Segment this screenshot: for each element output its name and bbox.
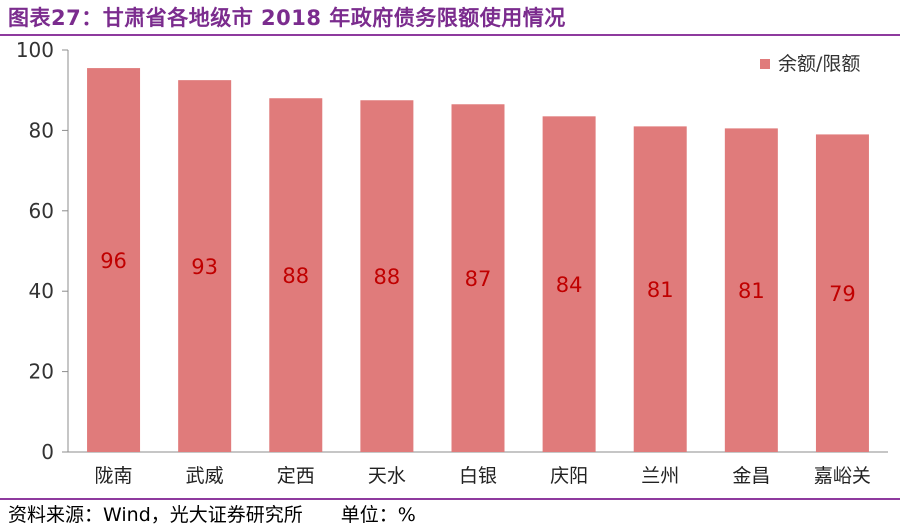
y-tick-label: 100 bbox=[16, 38, 54, 62]
bar-chart: 0 20 40 60 80 100 陇南 武威 定西 天水 白银 庆阳 兰州 金昌 嘉峪关 96 93 88 8… bbox=[16, 38, 888, 487]
x-tick-label: 天水 bbox=[368, 465, 406, 487]
source-text: 资料来源：Wind，光大证券研究所 bbox=[8, 504, 303, 526]
data-label: 88 bbox=[282, 264, 309, 288]
bar bbox=[724, 128, 778, 452]
x-tick-label: 白银 bbox=[459, 465, 497, 487]
y-tick-label: 0 bbox=[41, 440, 54, 464]
data-label: 87 bbox=[465, 267, 492, 291]
x-tick-label: 嘉峪关 bbox=[814, 465, 871, 487]
bar bbox=[815, 134, 869, 453]
chart-title: 图表27：甘肃省各地级市 2018 年政府债务限额使用情况 bbox=[8, 6, 566, 30]
data-label: 79 bbox=[829, 282, 856, 306]
bar bbox=[633, 126, 687, 452]
y-tick-label: 60 bbox=[29, 199, 54, 223]
legend: 余额/限额 bbox=[760, 53, 860, 75]
data-labels: 96 93 88 88 87 84 81 81 79 bbox=[100, 249, 856, 306]
legend-swatch bbox=[760, 59, 770, 69]
x-axis: 陇南 武威 定西 天水 白银 庆阳 兰州 金昌 嘉峪关 bbox=[68, 451, 888, 487]
y-tick-label: 40 bbox=[29, 279, 54, 303]
y-axis: 0 20 40 60 80 100 bbox=[16, 38, 69, 464]
legend-label: 余额/限额 bbox=[778, 53, 860, 75]
data-label: 81 bbox=[738, 279, 765, 303]
data-label: 84 bbox=[556, 273, 583, 297]
y-tick-label: 20 bbox=[29, 360, 54, 384]
bar bbox=[178, 80, 232, 453]
x-tick-label: 定西 bbox=[277, 465, 315, 487]
source-note: 资料来源：Wind，光大证券研究所 单位：% bbox=[8, 500, 416, 527]
data-label: 96 bbox=[100, 249, 127, 273]
title-divider bbox=[0, 34, 900, 36]
bar bbox=[269, 98, 323, 453]
footer-divider bbox=[0, 498, 900, 500]
bar bbox=[360, 100, 414, 452]
unit-text: 单位：% bbox=[340, 504, 416, 526]
bar bbox=[542, 116, 596, 452]
bar bbox=[87, 68, 141, 452]
bar bbox=[451, 104, 505, 453]
x-tick-label: 金昌 bbox=[732, 465, 770, 487]
data-label: 88 bbox=[374, 265, 401, 289]
x-tick-label: 兰州 bbox=[641, 465, 679, 487]
data-label: 93 bbox=[191, 255, 218, 279]
x-tick-label: 庆阳 bbox=[550, 465, 588, 487]
x-tick-label: 陇南 bbox=[95, 465, 133, 487]
data-label: 81 bbox=[647, 278, 674, 302]
bars bbox=[87, 68, 869, 453]
y-tick-label: 80 bbox=[29, 118, 54, 142]
x-tick-label: 武威 bbox=[186, 465, 224, 487]
